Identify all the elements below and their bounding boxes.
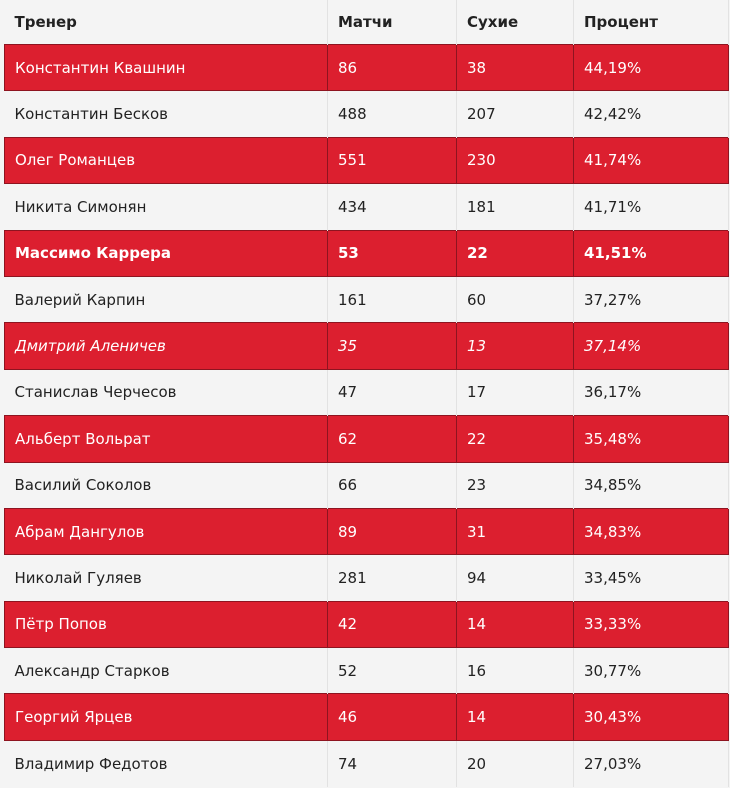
matches-cell: 86 (327, 43, 457, 92)
percent-cell: 42,42% (573, 90, 729, 138)
coach-name-cell: Николай Гуляев (4, 554, 328, 602)
percent-cell: 44,19% (573, 43, 729, 92)
header-percent[interactable]: Процент (573, 0, 729, 45)
coach-name-cell: Александр Старков (4, 647, 328, 694)
matches-cell: 62 (327, 415, 457, 463)
percent-cell: 30,77% (573, 647, 729, 694)
matches-cell: 66 (327, 462, 457, 509)
percent-cell: 37,27% (573, 276, 729, 323)
clean-sheets-cell: 230 (456, 136, 574, 185)
matches-cell: 281 (327, 554, 457, 602)
percent-cell: 33,33% (573, 600, 729, 649)
coach-name-cell: Константин Бесков (4, 90, 328, 138)
table-row: Олег Романцев 551 230 41,74% (4, 136, 729, 185)
coach-name-cell: Константин Квашнин (4, 43, 328, 92)
percent-cell: 33,45% (573, 554, 729, 602)
coach-name-cell: Валерий Карпин (4, 276, 328, 323)
table-row: Василий Соколов 66 23 34,85% (4, 462, 729, 509)
clean-sheets-cell: 60 (456, 276, 574, 323)
percent-cell: 34,85% (573, 462, 729, 509)
table-row: Георгий Ярцев 46 14 30,43% (4, 693, 729, 741)
matches-cell: 52 (327, 647, 457, 694)
table-row: Никита Симонян 434 181 41,71% (4, 183, 729, 231)
clean-sheets-cell: 94 (456, 554, 574, 602)
table-row: Станислав Черчесов 47 17 36,17% (4, 369, 729, 416)
coach-name-cell: Альберт Вольрат (4, 415, 328, 463)
percent-cell: 41,71% (573, 183, 729, 231)
matches-cell: 434 (327, 183, 457, 231)
matches-cell: 89 (327, 507, 457, 556)
percent-cell: 36,17% (573, 369, 729, 416)
table-row: Владимир Федотов 74 20 27,03% (4, 740, 729, 787)
coach-name-cell: Владимир Федотов (4, 740, 328, 787)
matches-cell: 53 (327, 229, 457, 277)
clean-sheets-cell: 17 (456, 369, 574, 416)
table-row: Константин Бесков 488 207 42,42% (4, 90, 729, 138)
header-matches[interactable]: Матчи (327, 0, 457, 45)
percent-cell: 34,83% (573, 507, 729, 556)
table-row: Альберт Вольрат 62 22 35,48% (4, 415, 729, 463)
clean-sheets-cell: 181 (456, 183, 574, 231)
header-clean-sheets[interactable]: Сухие (456, 0, 574, 45)
matches-cell: 46 (327, 693, 457, 741)
clean-sheets-cell: 22 (456, 229, 574, 277)
clean-sheets-cell: 16 (456, 647, 574, 694)
coach-name-cell: Пётр Попов (4, 600, 328, 649)
coach-name-cell: Василий Соколов (4, 462, 328, 509)
matches-cell: 74 (327, 740, 457, 787)
header-row: Тренер Матчи Сухие Процент (4, 0, 729, 45)
clean-sheets-cell: 38 (456, 43, 574, 92)
header-coach[interactable]: Тренер (4, 0, 328, 45)
percent-cell: 27,03% (573, 740, 729, 787)
table-row: Александр Старков 52 16 30,77% (4, 647, 729, 694)
matches-cell: 42 (327, 600, 457, 649)
table-row: Абрам Дангулов 89 31 34,83% (4, 507, 729, 556)
clean-sheets-cell: 13 (456, 322, 574, 370)
table-row: Дмитрий Аленичев 35 13 37,14% (4, 322, 729, 370)
percent-cell: 37,14% (573, 322, 729, 370)
coach-name-cell: Абрам Дангулов (4, 507, 328, 556)
coach-name-cell: Георгий Ярцев (4, 693, 328, 741)
coach-name-cell: Дмитрий Аленичев (4, 322, 328, 370)
percent-cell: 35,48% (573, 415, 729, 463)
table-row: Массимо Каррера 53 22 41,51% (4, 229, 729, 277)
matches-cell: 47 (327, 369, 457, 416)
coach-name-cell: Олег Романцев (4, 136, 328, 185)
table-row: Николай Гуляев 281 94 33,45% (4, 554, 729, 602)
clean-sheets-cell: 20 (456, 740, 574, 787)
coaches-clean-sheets-table: Тренер Матчи Сухие Процент Константин Кв… (4, 0, 729, 787)
percent-cell: 41,74% (573, 136, 729, 185)
clean-sheets-cell: 14 (456, 693, 574, 741)
matches-cell: 161 (327, 276, 457, 323)
percent-cell: 30,43% (573, 693, 729, 741)
table-row: Константин Квашнин 86 38 44,19% (4, 43, 729, 92)
clean-sheets-cell: 207 (456, 90, 574, 138)
clean-sheets-cell: 22 (456, 415, 574, 463)
clean-sheets-cell: 23 (456, 462, 574, 509)
coach-name-cell: Станислав Черчесов (4, 369, 328, 416)
coach-name-cell: Массимо Каррера (4, 229, 328, 277)
matches-cell: 551 (327, 136, 457, 185)
matches-cell: 35 (327, 322, 457, 370)
clean-sheets-cell: 31 (456, 507, 574, 556)
matches-cell: 488 (327, 90, 457, 138)
percent-cell: 41,51% (573, 229, 729, 277)
clean-sheets-cell: 14 (456, 600, 574, 649)
table-row: Валерий Карпин 161 60 37,27% (4, 276, 729, 323)
table-row: Пётр Попов 42 14 33,33% (4, 600, 729, 649)
coach-name-cell: Никита Симонян (4, 183, 328, 231)
